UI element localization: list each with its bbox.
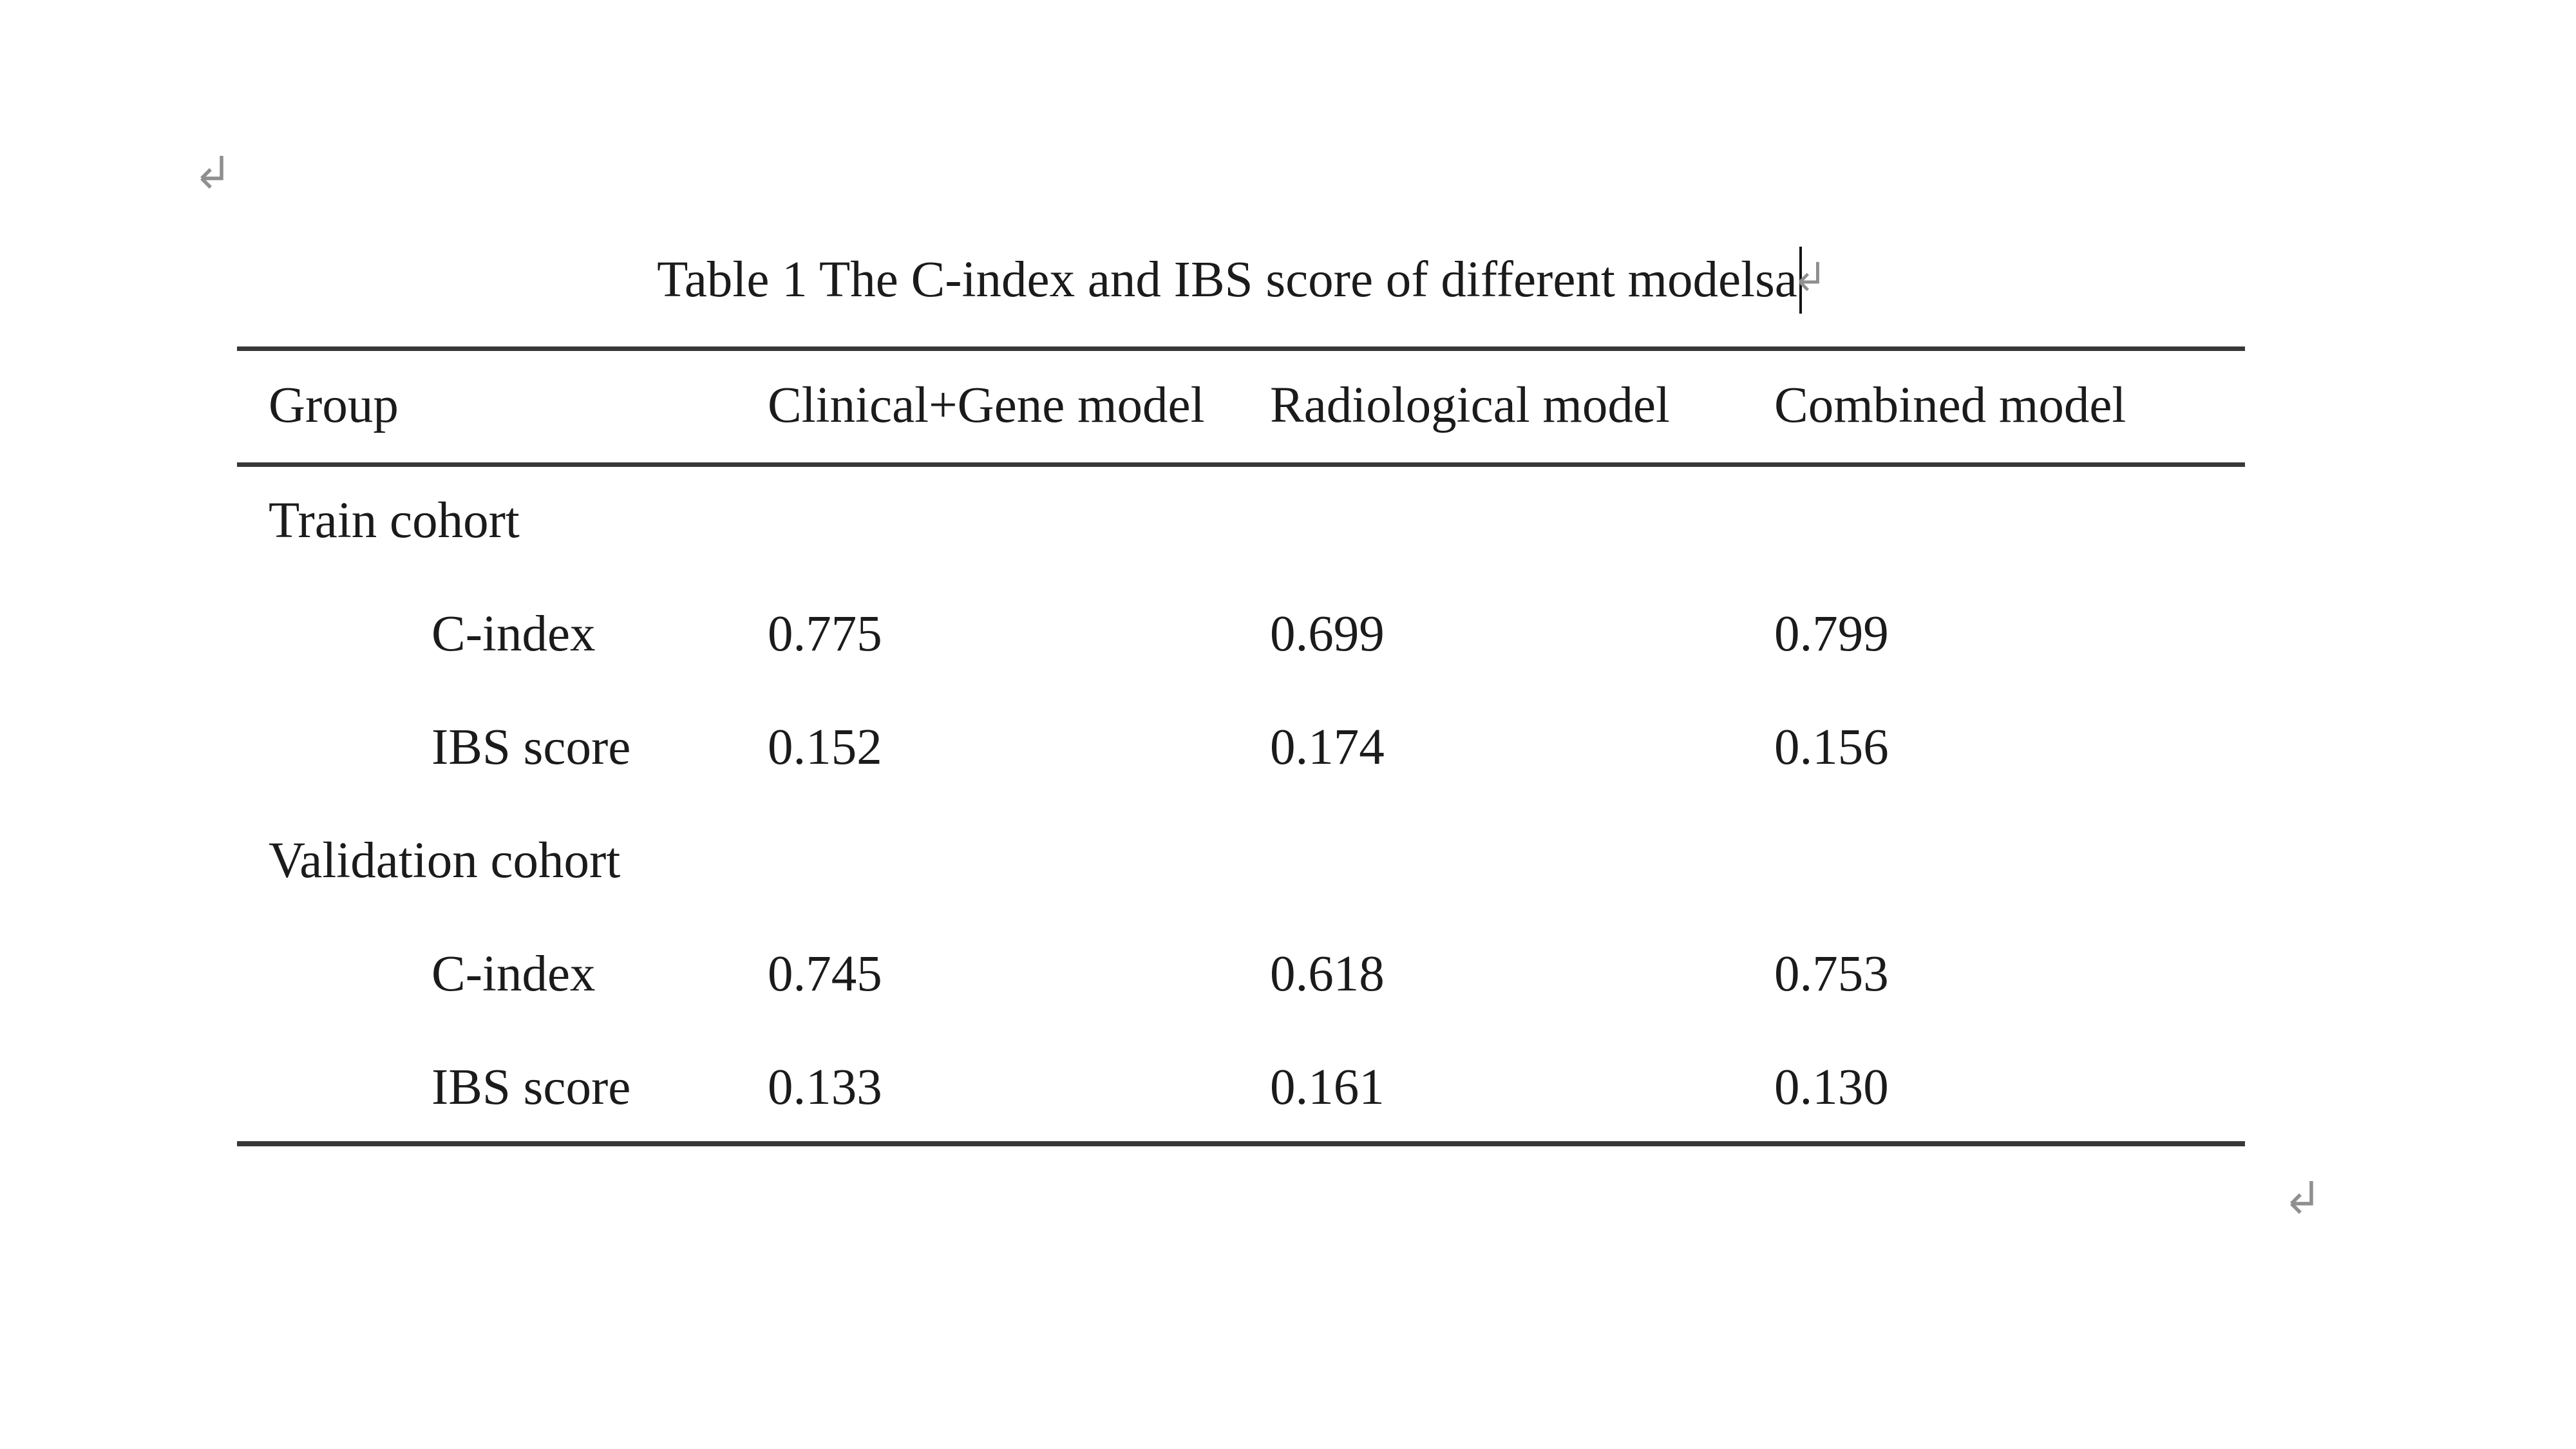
header-group[interactable]: Group [269, 377, 399, 433]
table-bottom-rule [237, 1141, 2245, 1146]
row-label-validation-ibs-score[interactable]: IBS score [431, 1059, 631, 1115]
header-clinical-gene-model[interactable]: Clinical+Gene model [768, 377, 1205, 433]
cell-validation-cindex-radiological[interactable]: 0.618 [1270, 946, 1385, 1002]
paragraph-return-icon [2290, 1181, 2313, 1214]
cell-validation-cindex-combined[interactable]: 0.753 [1774, 946, 1889, 1002]
section-label-validation-cohort[interactable]: Validation cohort [269, 833, 621, 889]
cell-train-ibs-radiological[interactable]: 0.174 [1270, 719, 1385, 775]
cell-train-ibs-combined[interactable]: 0.156 [1774, 719, 1889, 775]
table-caption[interactable]: Table 1 The C-index and IBS score of dif… [657, 252, 1797, 308]
row-label-train-cindex[interactable]: C-index [431, 606, 596, 662]
cell-validation-ibs-radiological[interactable]: 0.161 [1270, 1059, 1385, 1115]
table-top-rule [237, 346, 2245, 351]
header-radiological-model[interactable]: Radiological model [1270, 377, 1670, 433]
header-combined-model[interactable]: Combined model [1774, 377, 2126, 433]
section-label-train-cohort[interactable]: Train cohort [269, 493, 520, 549]
paragraph-return-icon [1799, 261, 1819, 292]
cell-validation-cindex-clinical-gene[interactable]: 0.745 [768, 946, 882, 1002]
cell-train-cindex-combined[interactable]: 0.799 [1774, 606, 1889, 662]
cell-train-ibs-clinical-gene[interactable]: 0.152 [768, 719, 882, 775]
row-label-train-ibs-score[interactable]: IBS score [431, 719, 631, 775]
cell-validation-ibs-combined[interactable]: 0.130 [1774, 1059, 1889, 1115]
paragraph-return-icon [200, 156, 223, 189]
cell-validation-ibs-clinical-gene[interactable]: 0.133 [768, 1059, 882, 1115]
table-caption-line: Table 1 The C-index and IBS score of dif… [237, 247, 2245, 314]
table-header-rule [237, 462, 2245, 467]
cell-train-cindex-clinical-gene[interactable]: 0.775 [768, 606, 882, 662]
row-label-validation-cindex[interactable]: C-index [431, 946, 596, 1002]
results-table: Group Clinical+Gene model Radiological m… [237, 0, 2245, 1449]
cell-train-cindex-radiological[interactable]: 0.699 [1270, 606, 1385, 662]
